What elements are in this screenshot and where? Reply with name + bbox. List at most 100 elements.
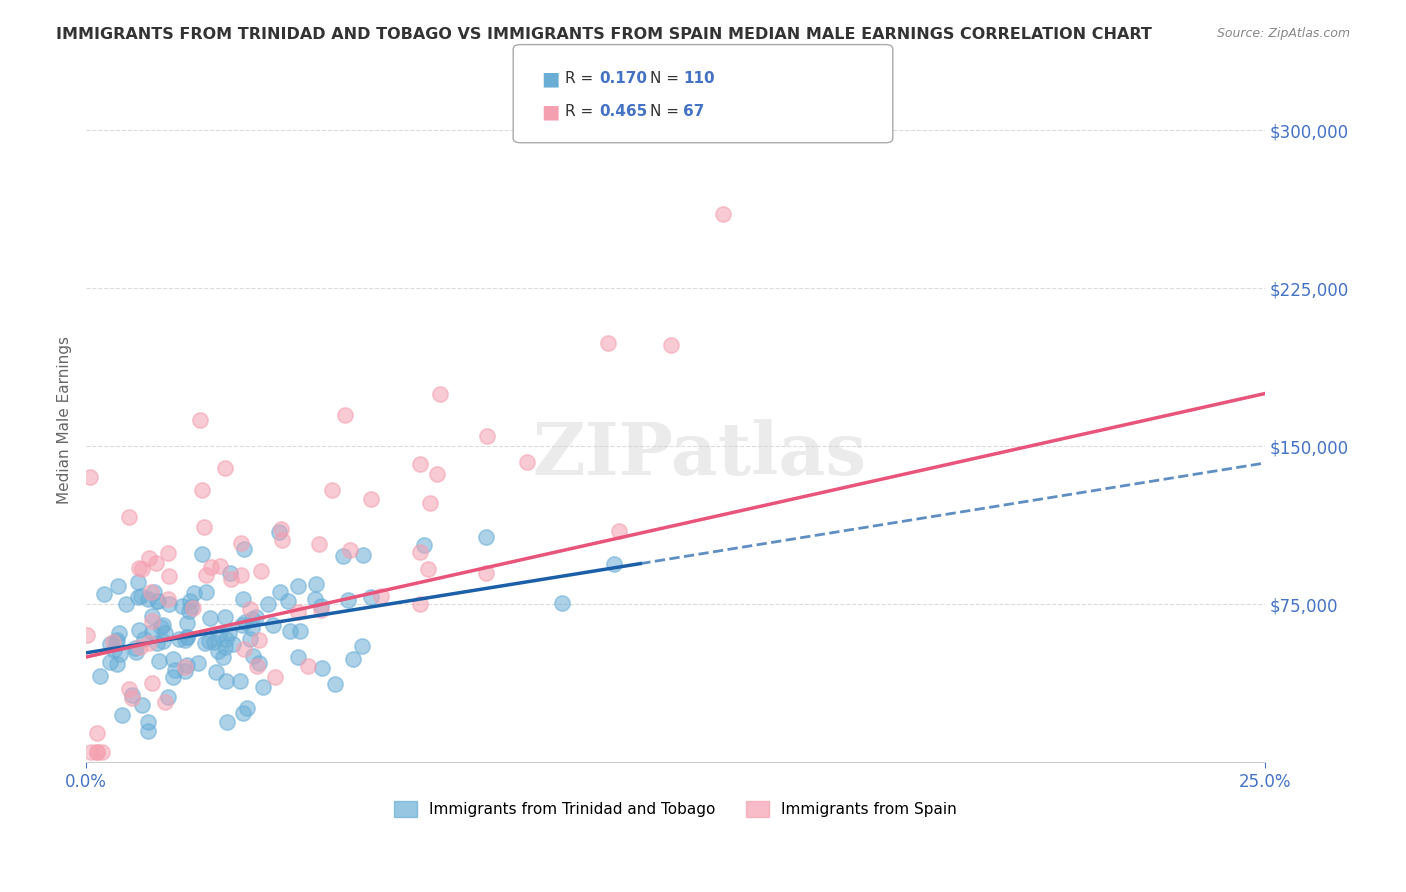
Immigrants from Trinidad and Tobago bbox=[108, 626, 131, 640]
Immigrants from Spain bbox=[270, 522, 292, 536]
Immigrants from Spain bbox=[308, 537, 330, 551]
Immigrants from Trinidad and Tobago bbox=[247, 657, 270, 671]
Immigrants from Spain bbox=[76, 628, 98, 642]
Immigrants from Trinidad and Tobago bbox=[179, 604, 201, 618]
Immigrants from Trinidad and Tobago bbox=[194, 585, 217, 599]
Immigrants from Spain bbox=[121, 690, 143, 705]
Immigrants from Spain bbox=[339, 543, 361, 558]
Immigrants from Spain bbox=[419, 496, 441, 510]
Immigrants from Trinidad and Tobago bbox=[127, 575, 149, 590]
Immigrants from Trinidad and Tobago bbox=[162, 670, 184, 684]
Immigrants from Trinidad and Tobago bbox=[176, 658, 198, 673]
Immigrants from Trinidad and Tobago bbox=[141, 609, 163, 624]
Immigrants from Trinidad and Tobago bbox=[176, 630, 198, 644]
Immigrants from Spain bbox=[209, 559, 232, 574]
Immigrants from Trinidad and Tobago bbox=[232, 541, 254, 556]
Text: N =: N = bbox=[650, 71, 683, 86]
Immigrants from Trinidad and Tobago bbox=[305, 576, 328, 591]
Immigrants from Trinidad and Tobago bbox=[146, 593, 169, 607]
Immigrants from Spain bbox=[141, 614, 163, 628]
Immigrants from Trinidad and Tobago bbox=[156, 690, 179, 704]
Immigrants from Trinidad and Tobago bbox=[191, 547, 214, 561]
Immigrants from Spain bbox=[418, 562, 440, 576]
Immigrants from Trinidad and Tobago bbox=[222, 637, 245, 651]
Immigrants from Trinidad and Tobago bbox=[551, 596, 574, 610]
Immigrants from Spain bbox=[90, 745, 112, 759]
Immigrants from Trinidad and Tobago bbox=[350, 639, 373, 653]
Immigrants from Spain bbox=[118, 509, 141, 524]
Immigrants from Trinidad and Tobago bbox=[219, 566, 242, 581]
Immigrants from Trinidad and Tobago bbox=[304, 592, 326, 607]
Immigrants from Spain bbox=[118, 681, 141, 696]
Immigrants from Trinidad and Tobago bbox=[231, 618, 253, 632]
Immigrants from Trinidad and Tobago bbox=[98, 637, 121, 651]
Text: 0.465: 0.465 bbox=[599, 104, 647, 119]
Text: Source: ZipAtlas.com: Source: ZipAtlas.com bbox=[1216, 27, 1350, 40]
Immigrants from Spain bbox=[188, 412, 211, 426]
Immigrants from Trinidad and Tobago bbox=[309, 599, 332, 614]
Text: ■: ■ bbox=[541, 102, 560, 121]
Immigrants from Trinidad and Tobago bbox=[232, 706, 254, 721]
Immigrants from Trinidad and Tobago bbox=[278, 624, 301, 639]
Immigrants from Spain bbox=[191, 483, 214, 497]
Immigrants from Trinidad and Tobago bbox=[215, 673, 238, 688]
Immigrants from Trinidad and Tobago bbox=[323, 676, 346, 690]
Immigrants from Trinidad and Tobago bbox=[242, 648, 264, 663]
Immigrants from Spain bbox=[128, 640, 150, 655]
Immigrants from Trinidad and Tobago bbox=[257, 597, 280, 611]
Immigrants from Spain bbox=[141, 675, 163, 690]
Immigrants from Spain bbox=[128, 560, 150, 574]
Immigrants from Trinidad and Tobago bbox=[262, 618, 284, 632]
Immigrants from Trinidad and Tobago bbox=[236, 701, 259, 715]
Immigrants from Trinidad and Tobago bbox=[342, 652, 364, 666]
Text: ZIPatlas: ZIPatlas bbox=[531, 418, 866, 490]
Immigrants from Spain bbox=[297, 659, 319, 673]
Immigrants from Trinidad and Tobago bbox=[218, 626, 240, 640]
Immigrants from Trinidad and Tobago bbox=[103, 643, 125, 657]
Immigrants from Trinidad and Tobago bbox=[131, 698, 153, 712]
Immigrants from Trinidad and Tobago bbox=[127, 591, 149, 605]
Immigrants from Spain bbox=[475, 566, 498, 580]
Immigrants from Trinidad and Tobago bbox=[163, 663, 186, 677]
Immigrants from Spain bbox=[219, 572, 242, 586]
Immigrants from Trinidad and Tobago bbox=[121, 689, 143, 703]
Immigrants from Trinidad and Tobago bbox=[152, 633, 174, 648]
Immigrants from Spain bbox=[155, 695, 177, 709]
Immigrants from Trinidad and Tobago bbox=[104, 634, 127, 648]
Immigrants from Trinidad and Tobago bbox=[252, 680, 274, 694]
Immigrants from Trinidad and Tobago bbox=[332, 549, 354, 564]
Immigrants from Trinidad and Tobago bbox=[173, 664, 195, 678]
Immigrants from Spain bbox=[229, 536, 252, 550]
Immigrants from Trinidad and Tobago bbox=[232, 591, 254, 606]
Immigrants from Spain bbox=[247, 632, 270, 647]
Immigrants from Spain bbox=[145, 556, 167, 570]
Immigrants from Spain bbox=[711, 207, 734, 221]
Immigrants from Trinidad and Tobago bbox=[132, 632, 155, 647]
Immigrants from Spain bbox=[86, 725, 108, 739]
Immigrants from Spain bbox=[181, 601, 204, 615]
Immigrants from Trinidad and Tobago bbox=[245, 610, 267, 624]
Immigrants from Spain bbox=[193, 520, 215, 534]
Immigrants from Trinidad and Tobago bbox=[129, 589, 152, 603]
Immigrants from Trinidad and Tobago bbox=[269, 524, 291, 539]
Immigrants from Spain bbox=[174, 660, 197, 674]
Immigrants from Trinidad and Tobago bbox=[149, 619, 172, 633]
Immigrants from Spain bbox=[409, 457, 432, 471]
Immigrants from Trinidad and Tobago bbox=[179, 594, 201, 608]
Immigrants from Trinidad and Tobago bbox=[217, 714, 239, 729]
Immigrants from Spain bbox=[287, 606, 309, 620]
Immigrants from Trinidad and Tobago bbox=[162, 652, 184, 666]
Immigrants from Trinidad and Tobago bbox=[180, 599, 202, 614]
Immigrants from Trinidad and Tobago bbox=[183, 585, 205, 599]
Immigrants from Trinidad and Tobago bbox=[474, 530, 496, 544]
Immigrants from Trinidad and Tobago bbox=[269, 584, 291, 599]
Immigrants from Trinidad and Tobago bbox=[215, 632, 238, 647]
Immigrants from Trinidad and Tobago bbox=[194, 635, 217, 649]
Immigrants from Spain bbox=[250, 564, 273, 578]
Immigrants from Trinidad and Tobago bbox=[108, 647, 131, 661]
Text: R =: R = bbox=[565, 104, 599, 119]
Immigrants from Spain bbox=[157, 591, 180, 606]
Immigrants from Trinidad and Tobago bbox=[277, 593, 299, 607]
Immigrants from Spain bbox=[86, 745, 108, 759]
Text: 0.170: 0.170 bbox=[599, 71, 647, 86]
